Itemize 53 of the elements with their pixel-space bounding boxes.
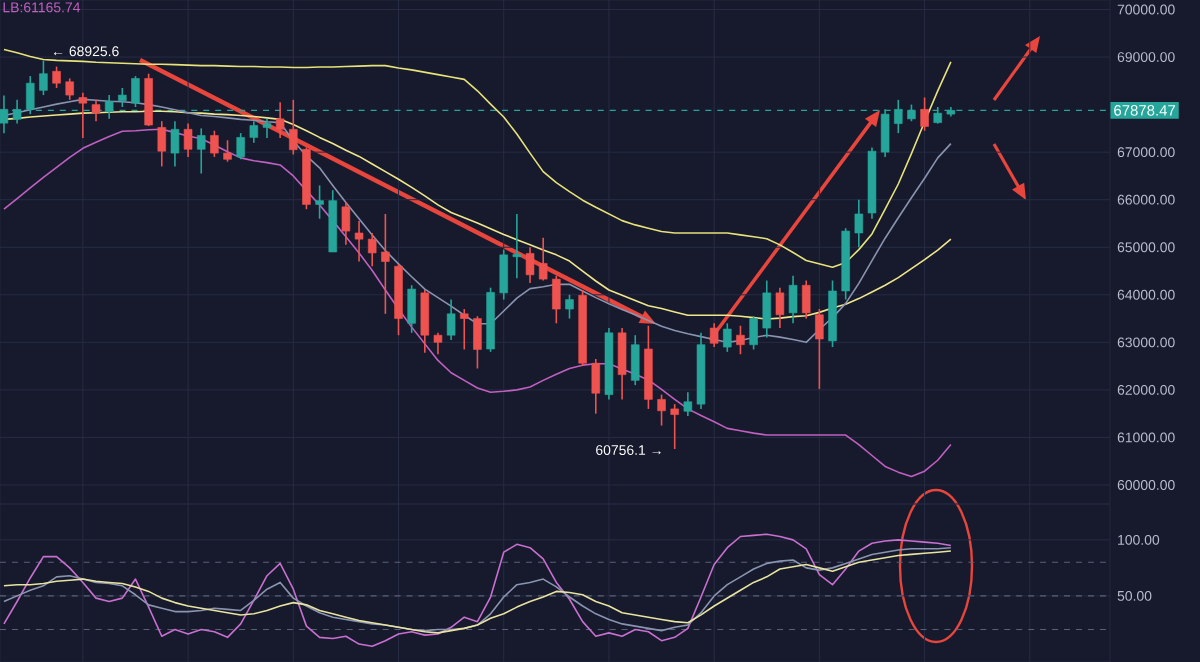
candlestick xyxy=(183,122,193,158)
candlestick xyxy=(788,274,798,325)
candlestick xyxy=(407,284,416,334)
candlestick xyxy=(762,279,772,339)
candlestick xyxy=(670,403,679,450)
candlestick xyxy=(446,298,456,341)
candlestick xyxy=(210,129,219,158)
candlestick xyxy=(736,324,745,356)
candlestick xyxy=(709,322,719,348)
candlestick xyxy=(591,358,601,415)
candlestick xyxy=(26,75,35,115)
candlestick xyxy=(236,132,245,161)
candlestick xyxy=(460,308,469,351)
candlestick xyxy=(631,334,640,386)
candlestick xyxy=(315,184,324,220)
candlestick xyxy=(157,120,167,168)
candlestick xyxy=(65,77,74,101)
candlestick xyxy=(749,315,758,351)
line-series xyxy=(3,533,952,648)
candlestick xyxy=(565,293,574,320)
candlestick xyxy=(815,308,824,390)
candlestick xyxy=(223,139,232,163)
candlestick xyxy=(801,279,811,320)
candlestick xyxy=(538,236,548,282)
candlestick xyxy=(552,274,561,325)
candlestick xyxy=(617,327,627,401)
candlestick xyxy=(144,72,153,127)
candlestick xyxy=(381,213,390,315)
candlestick xyxy=(196,127,206,175)
candlestick xyxy=(723,322,732,353)
candlestick xyxy=(512,213,522,279)
candlestick xyxy=(657,393,666,427)
candlestick xyxy=(289,99,298,156)
candlestick xyxy=(341,201,351,246)
candlestick xyxy=(775,286,785,329)
candlestick xyxy=(275,101,285,139)
candlestick xyxy=(420,289,430,354)
candlestick xyxy=(525,246,535,284)
candlestick xyxy=(354,220,364,263)
candlestick xyxy=(39,59,48,96)
candlestick xyxy=(683,391,693,417)
candlestick xyxy=(78,91,88,139)
candlestick xyxy=(499,248,508,301)
candlestick xyxy=(920,96,929,132)
candlestick xyxy=(473,315,482,370)
candlestick xyxy=(91,99,101,123)
candlestick xyxy=(249,120,259,144)
candlestick xyxy=(854,198,864,249)
candlestick xyxy=(52,65,61,89)
candlestick xyxy=(262,118,272,139)
candlestick xyxy=(367,232,377,268)
candlestick xyxy=(170,120,180,168)
candlestick xyxy=(433,332,443,356)
